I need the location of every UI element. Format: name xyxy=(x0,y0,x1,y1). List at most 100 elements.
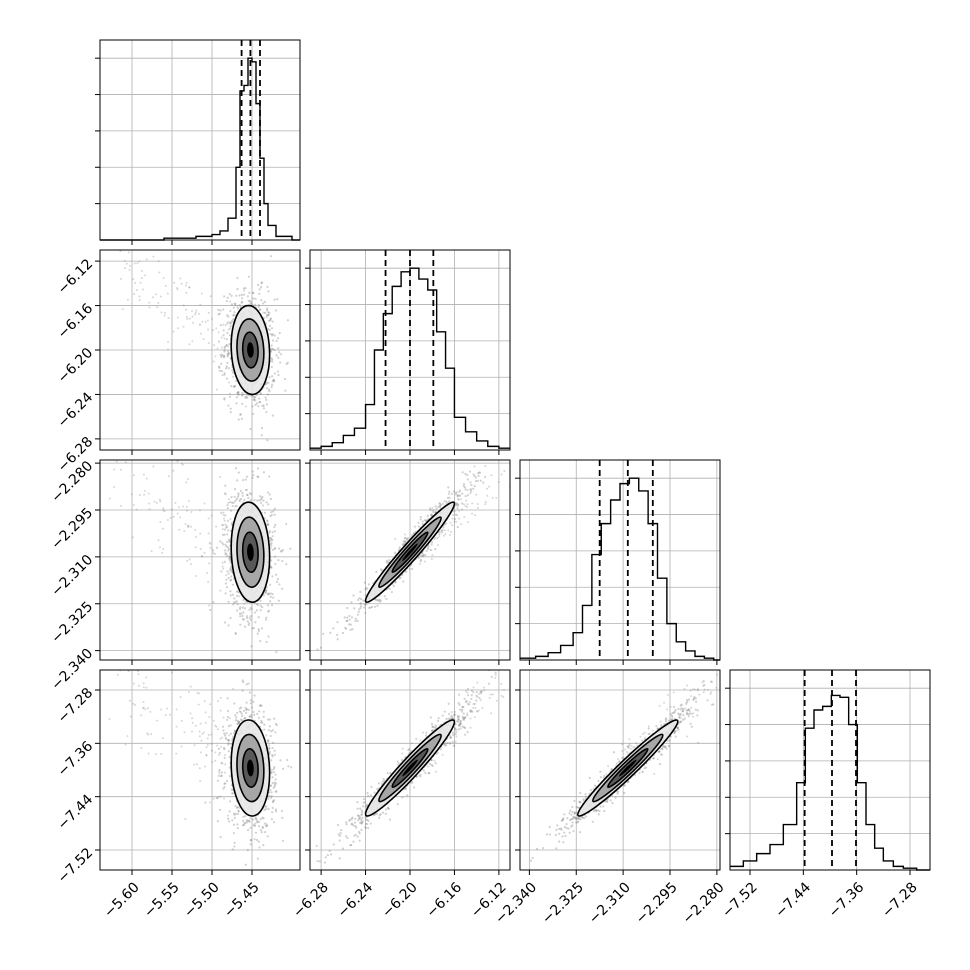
scatter-point xyxy=(336,633,339,636)
scatter-point xyxy=(412,532,416,535)
scatter-point xyxy=(221,736,224,739)
scatter-point xyxy=(463,726,467,730)
scatter-point xyxy=(503,469,506,472)
scatter-point xyxy=(269,788,272,792)
scatter-point xyxy=(157,301,160,304)
scatter-point xyxy=(245,708,248,711)
scatter-point xyxy=(180,745,183,748)
scatter-point xyxy=(227,352,230,355)
scatter-point xyxy=(244,488,248,492)
scatter-point xyxy=(274,573,278,576)
scatter-point xyxy=(370,605,374,609)
scatter-point xyxy=(128,268,131,271)
scatter-point xyxy=(227,814,230,817)
scatter-point xyxy=(394,537,397,540)
scatter-point xyxy=(258,499,261,502)
scatter-point xyxy=(363,581,366,584)
scatter-point xyxy=(251,405,254,408)
hist-frame xyxy=(99,39,301,241)
scatter-point xyxy=(228,321,231,324)
scatter-point xyxy=(266,738,270,742)
scatter-point xyxy=(440,531,443,534)
scatter-point xyxy=(249,838,253,842)
scatter-point xyxy=(225,586,229,589)
scatter-point xyxy=(163,311,166,314)
scatter-point xyxy=(459,708,462,711)
scatter-point xyxy=(225,365,228,368)
scatter-point xyxy=(346,606,349,610)
scatter-point xyxy=(172,515,175,518)
scatter-point xyxy=(227,743,230,746)
scatter-point xyxy=(192,321,195,324)
scatter-point xyxy=(254,621,257,624)
scatter-point xyxy=(252,474,255,477)
scatter-point xyxy=(176,286,179,289)
scatter-point xyxy=(255,394,258,397)
scatter-point xyxy=(159,500,162,503)
scatter-point xyxy=(236,305,239,309)
scatter-point xyxy=(240,293,243,296)
scatter-point xyxy=(180,282,183,285)
scatter-point xyxy=(116,673,119,676)
scatter-point xyxy=(171,671,174,674)
scatter-point xyxy=(424,519,427,522)
scatter-point xyxy=(473,465,476,468)
scatter-point xyxy=(137,684,140,687)
scatter-point xyxy=(246,295,249,298)
scatter-point xyxy=(198,509,201,512)
scatter-point xyxy=(401,543,404,546)
scatter-point xyxy=(234,466,238,470)
scatter-point xyxy=(350,843,353,847)
scatter-point xyxy=(248,691,251,694)
scatter-point xyxy=(316,859,319,863)
scatter-point xyxy=(269,595,272,598)
scatter-point xyxy=(236,603,239,606)
scatter-point xyxy=(240,417,243,420)
scatter-point xyxy=(273,372,277,375)
scatter-point xyxy=(194,528,197,531)
scatter-point xyxy=(233,816,236,819)
scatter-point xyxy=(183,530,186,533)
scatter-point xyxy=(228,300,231,303)
scatter-point xyxy=(463,515,466,518)
scatter-point xyxy=(224,323,227,326)
scatter-point xyxy=(258,292,261,295)
scatter-point xyxy=(222,543,225,546)
scatter-point xyxy=(434,762,437,765)
scatter-point xyxy=(256,603,259,606)
scatter-point xyxy=(229,616,232,620)
scatter-point xyxy=(274,773,277,776)
scatter-point xyxy=(430,729,434,732)
scatter-point xyxy=(475,699,478,702)
histogram-step xyxy=(100,57,300,241)
scatter-point xyxy=(271,776,274,779)
scatter-point xyxy=(216,347,219,350)
scatter-point xyxy=(259,639,262,643)
scatter-point xyxy=(236,590,239,593)
scatter-point xyxy=(268,376,271,379)
scatter-point xyxy=(223,732,226,735)
scatter-point xyxy=(225,344,228,347)
scatter-point xyxy=(373,605,377,608)
scatter-point xyxy=(350,601,353,604)
scatter-point xyxy=(210,733,213,736)
scatter-point xyxy=(262,879,264,881)
scatter-point xyxy=(403,540,406,543)
scatter-point xyxy=(119,468,122,471)
scatter-point xyxy=(449,533,452,536)
scatter-point xyxy=(471,502,474,505)
scatter-point xyxy=(428,507,432,510)
scatter-point xyxy=(207,517,210,520)
scatter-point xyxy=(226,519,230,522)
scatter-point xyxy=(143,666,145,668)
scatter-point xyxy=(270,759,273,762)
scatter-point xyxy=(272,378,275,381)
scatter-point xyxy=(263,822,267,825)
scatter-point xyxy=(178,528,181,531)
scatter-point xyxy=(166,348,169,351)
scatter-point xyxy=(147,733,150,736)
scatter-point xyxy=(222,517,225,520)
scatter-point xyxy=(241,823,245,827)
scatter-point xyxy=(167,340,170,343)
scatter-point xyxy=(119,453,121,455)
